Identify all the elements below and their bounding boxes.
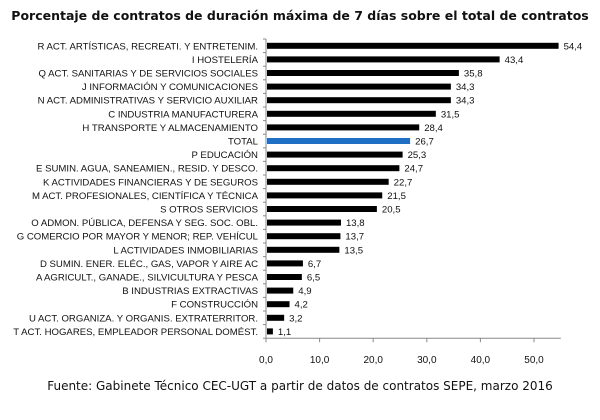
chart-title: Porcentaje de contratos de duración máxi… [11, 8, 589, 23]
bar [267, 233, 341, 240]
data-label: 35,8 [464, 69, 483, 80]
x-tick-label: 10,0 [310, 355, 330, 366]
bar [267, 151, 403, 158]
data-label: 22,7 [394, 177, 413, 188]
data-label: 4,2 [295, 300, 308, 311]
category-label: N ACT. ADMINISTRATIVAS Y SERVICIO AUXILI… [38, 96, 258, 107]
data-label: 54,4 [564, 41, 583, 52]
data-label: 13,8 [346, 218, 365, 229]
data-label: 31,5 [441, 109, 460, 120]
category-label: U ACT. ORGANIZA. Y ORGANIS. EXTRATERRITO… [29, 313, 258, 324]
bar [267, 287, 294, 294]
bar [267, 219, 341, 226]
category-label: C INDUSTRIA MANUFACTURERA [108, 109, 258, 120]
category-label: P EDUCACIÓN [192, 150, 259, 161]
bar [267, 42, 559, 49]
data-label: 21,5 [387, 191, 406, 202]
bar [267, 110, 436, 117]
bar [267, 56, 500, 63]
x-tick-label: 30,0 [417, 355, 437, 366]
data-label: 13,7 [345, 232, 364, 243]
category-label: D SUMIN. ENER. ELÉC., GAS, VAPOR Y AIRE … [40, 259, 258, 270]
data-label: 3,2 [289, 313, 302, 324]
x-tick-label: 20,0 [363, 355, 383, 366]
category-label: R ACT. ARTÍSTICAS, RECREATI. Y ENTRETENI… [37, 41, 258, 52]
bar [267, 138, 411, 144]
chart-source: Fuente: Gabinete Técnico CEC-UGT a parti… [47, 379, 553, 393]
category-label: O ADMON. PÚBLICA, DEFENSA Y SEG. SOC. OB… [31, 218, 258, 229]
data-label: 1,1 [278, 327, 291, 338]
x-tick-label: 50,0 [524, 355, 544, 366]
x-tick-label: 0,0 [259, 355, 273, 366]
data-label: 34,3 [456, 82, 475, 93]
bar [267, 206, 377, 212]
data-label: 6,5 [307, 273, 320, 284]
category-label: K ACTIVIDADES FINANCIERAS Y DE SEGUROS [43, 177, 258, 188]
bar [267, 83, 451, 90]
bar [267, 314, 285, 321]
category-label: B INDUSTRIAS EXTRACTIVAS [122, 286, 258, 297]
category-label: F CONSTRUCCIÓN [171, 300, 258, 311]
category-label: H TRANSPORTE Y ALMACENAMIENTO [82, 123, 258, 134]
category-label: L ACTIVIDADES INMOBILIARIAS [113, 245, 258, 256]
data-label: 25,3 [408, 150, 427, 161]
bar [267, 70, 459, 76]
data-label: 6,7 [308, 259, 321, 270]
x-tick-label: 40,0 [471, 355, 491, 366]
category-label: J INFORMACIÓN Y COMUNICACIONES [82, 82, 258, 93]
category-label: T ACT. HOGARES, EMPLEADOR PERSONAL DOMÉS… [13, 327, 258, 338]
bar [267, 124, 420, 131]
bar [267, 246, 340, 253]
category-label: E SUMIN. AGUA, SANEAMIEN., RESID. Y DESC… [36, 164, 258, 175]
data-label: 24,7 [404, 164, 423, 175]
category-label: A AGRICULT., GANADE., SILVICULTURA Y PES… [36, 273, 259, 284]
bar [267, 301, 290, 308]
bar [267, 165, 400, 172]
category-label: I HOSTELERÍA [192, 55, 259, 66]
data-label: 28,4 [424, 123, 443, 134]
data-label: 26,7 [415, 137, 434, 148]
bar [267, 178, 389, 185]
category-label: G COMERCIO POR MAYOR Y MENOR; REP. VEHÍC… [17, 232, 259, 243]
data-label: 13,5 [344, 245, 363, 256]
bar [267, 97, 451, 104]
data-label: 43,4 [505, 55, 524, 66]
data-label: 4,9 [298, 286, 311, 297]
bar [267, 260, 303, 267]
data-label: 34,3 [456, 96, 475, 107]
category-label: M ACT. PROFESIONALES, CIENTÍFICA Y TÉCNI… [32, 191, 259, 202]
category-label: Q ACT. SANITARIAS Y DE SERVICIOS SOCIALE… [39, 69, 258, 80]
category-label: TOTAL [228, 137, 259, 148]
bar [267, 328, 273, 335]
category-label: S OTROS SERVICIOS [160, 205, 258, 216]
data-label: 20,5 [382, 205, 401, 216]
bar [267, 274, 302, 280]
bar [267, 192, 383, 199]
